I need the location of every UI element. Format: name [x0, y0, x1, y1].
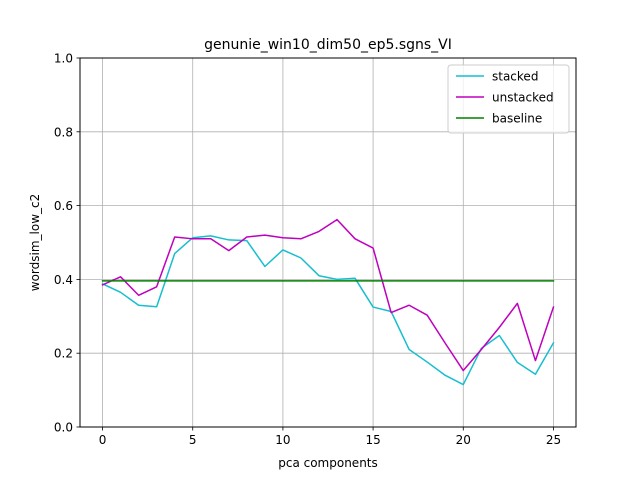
- y-tick-label: 1.0: [54, 52, 73, 66]
- legend-label-unstacked: unstacked: [492, 91, 554, 105]
- legend-label-stacked: stacked: [492, 70, 538, 84]
- x-axis-ticks: 0 5 10 15 20 25: [99, 427, 561, 447]
- legend-label-baseline: baseline: [492, 112, 542, 126]
- chart-title: genunie_win10_dim50_ep5.sgns_VI: [204, 37, 452, 53]
- x-tick-label: 5: [189, 433, 197, 447]
- y-tick-label: 0.6: [54, 199, 73, 213]
- y-axis-ticks: 0.0 0.2 0.4 0.6 0.8 1.0: [54, 52, 80, 435]
- x-tick-label: 15: [365, 433, 380, 447]
- y-tick-label: 0.8: [54, 125, 73, 139]
- x-tick-label: 25: [546, 433, 561, 447]
- series-line-unstacked: [101, 218, 555, 372]
- x-tick-label: 10: [275, 433, 290, 447]
- y-axis-label: wordsim_low_c2: [28, 194, 42, 292]
- y-tick-label: 0.2: [54, 347, 73, 361]
- x-axis-label: pca components: [278, 456, 378, 470]
- y-tick-label: 0.4: [54, 273, 73, 287]
- x-tick-label: 20: [456, 433, 471, 447]
- series-lines: [101, 218, 555, 386]
- legend: stacked unstacked baseline: [447, 64, 570, 134]
- legend-box: [447, 64, 570, 134]
- y-tick-label: 0.0: [54, 421, 73, 435]
- series-line-stacked: [101, 235, 555, 386]
- x-tick-label: 0: [99, 433, 107, 447]
- plot-frame: [79, 57, 577, 428]
